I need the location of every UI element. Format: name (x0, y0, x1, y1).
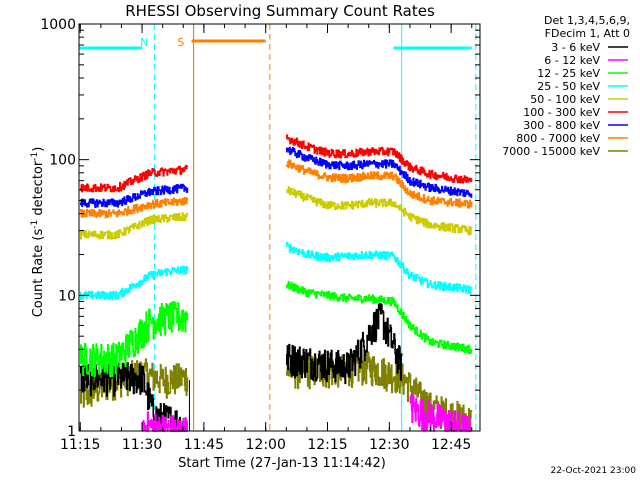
series-1-segment-2 (286, 303, 403, 385)
y-tick-label-10: 10 (58, 288, 76, 304)
series-1-segment-1 (80, 361, 188, 432)
x-tick-label-1145: 11:45 (184, 437, 224, 453)
legend-label-1: 3 - 6 keV (551, 41, 600, 54)
plot-frame (78, 23, 481, 432)
legend: Det 1,3,4,5,6,9, FDecim 1, Att 0 3 - 6 k… (502, 14, 630, 158)
series-layer (80, 134, 473, 432)
axes: 1 10 100 1000 11:15 11:30 11:45 12:00 12:15 12:30… (40, 17, 481, 453)
chart-title: RHESSI Observing Summary Count Rates (125, 2, 435, 20)
legend-label-4: 25 - 50 keV (537, 80, 600, 93)
x-tick-label-1115: 11:15 (60, 437, 100, 453)
y-tick-label-100: 100 (49, 153, 76, 169)
series-6-segment-1 (80, 165, 189, 193)
x-axis-label: Start Time (27-Jan-13 11:14:42) (178, 456, 386, 471)
flag-label-s: S (177, 36, 184, 49)
y-axis-label: Count Rate (s-1 detector-1) (30, 147, 46, 318)
series-3-segment-2 (286, 280, 473, 354)
y-tick-label-1: 1 (67, 424, 76, 440)
series-7-segment-2 (286, 146, 473, 198)
legend-header-line-1: Det 1,3,4,5,6,9, (544, 14, 630, 27)
legend-label-8: 800 - 7000 keV (516, 132, 600, 145)
x-tick-label-1130: 11:30 (122, 437, 162, 453)
x-tick-label-1215: 12:15 (307, 437, 347, 453)
legend-label-3: 12 - 25 keV (537, 67, 600, 80)
x-tick-label-1245: 12:45 (431, 437, 471, 453)
legend-label-5: 50 - 100 keV (530, 93, 600, 106)
x-tick-label-1230: 12:30 (369, 437, 409, 453)
series-6-segment-2 (286, 134, 473, 184)
legend-label-2: 6 - 12 keV (544, 54, 600, 67)
series-8-segment-1 (80, 196, 189, 219)
legend-label-9: 7000 - 15000 keV (502, 145, 600, 158)
legend-header-line-2: FDecim 1, Att 0 (545, 27, 630, 40)
legend-label-6: 100 - 300 keV (523, 106, 600, 119)
x-tick-label-1200: 12:00 (246, 437, 286, 453)
y-tick-label-1000: 1000 (40, 17, 76, 33)
series-4-segment-2 (286, 241, 473, 295)
series-8-segment-2 (286, 159, 473, 209)
footer-timestamp: 22-Oct-2021 23:00 (551, 466, 637, 476)
series-7-segment-1 (80, 183, 189, 208)
series-3-segment-1 (80, 301, 189, 378)
series-5-segment-1 (80, 212, 189, 240)
flag-label-n: N (140, 36, 148, 49)
series-4-segment-1 (80, 265, 189, 301)
legend-label-7: 300 - 800 keV (523, 119, 600, 132)
series-5-segment-2 (286, 186, 473, 236)
